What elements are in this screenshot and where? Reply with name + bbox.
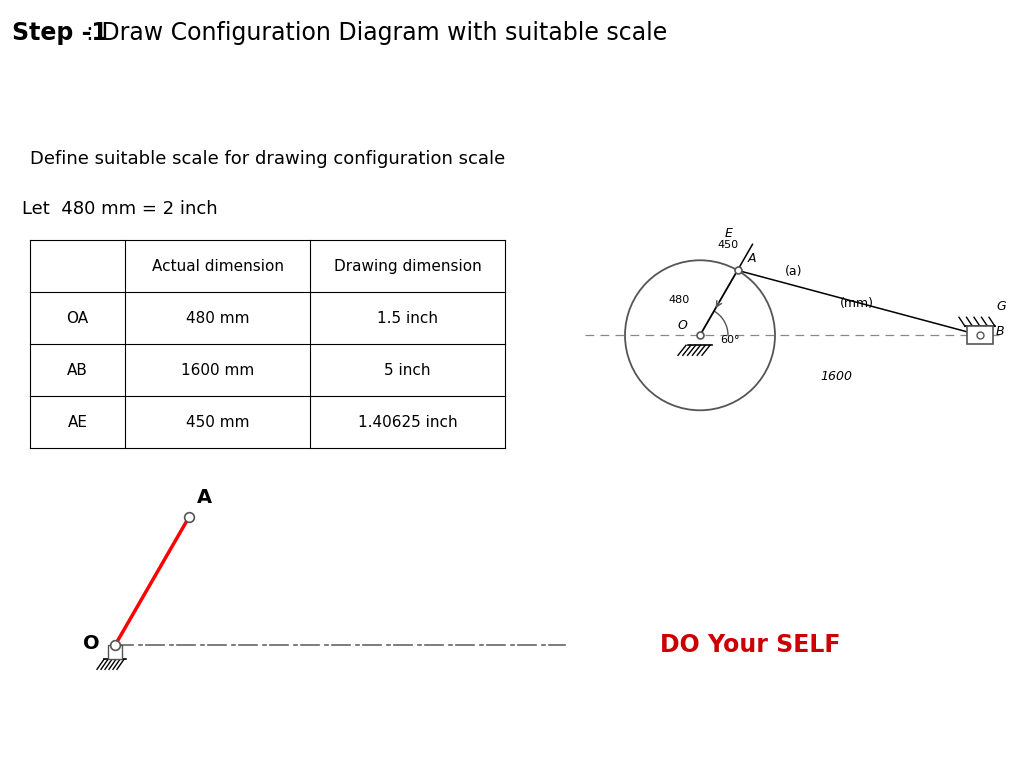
- Text: Define suitable scale for drawing configuration scale: Define suitable scale for drawing config…: [30, 151, 505, 168]
- Text: Drawing dimension: Drawing dimension: [334, 259, 481, 273]
- Text: 450 mm: 450 mm: [185, 415, 249, 430]
- Text: A: A: [197, 488, 212, 507]
- Text: : Draw Configuration Diagram with suitable scale: : Draw Configuration Diagram with suitab…: [86, 21, 668, 45]
- Text: O: O: [83, 634, 99, 653]
- Text: Actual dimension: Actual dimension: [152, 259, 284, 273]
- Text: Step -1: Step -1: [12, 21, 109, 45]
- Text: DO Your SELF: DO Your SELF: [660, 634, 841, 657]
- Text: B: B: [996, 325, 1005, 338]
- Text: 1600: 1600: [820, 370, 852, 383]
- Text: 1600 mm: 1600 mm: [181, 362, 254, 378]
- Text: G: G: [996, 300, 1006, 313]
- Text: O: O: [678, 319, 688, 333]
- Text: 480: 480: [668, 295, 689, 305]
- Bar: [967, 326, 993, 344]
- Text: OA: OA: [67, 311, 88, 326]
- Text: (mm): (mm): [840, 297, 874, 310]
- Bar: [108, 645, 122, 659]
- Text: 480 mm: 480 mm: [185, 311, 249, 326]
- Text: Let  480 mm = 2 inch: Let 480 mm = 2 inch: [22, 200, 218, 218]
- Text: AE: AE: [68, 415, 87, 430]
- Text: 5 inch: 5 inch: [384, 362, 431, 378]
- Text: 60°: 60°: [720, 336, 739, 346]
- Text: E: E: [725, 227, 732, 240]
- Text: 1.40625 inch: 1.40625 inch: [357, 415, 458, 430]
- Text: AB: AB: [67, 362, 88, 378]
- Text: (a): (a): [785, 265, 803, 278]
- Text: 1.5 inch: 1.5 inch: [377, 311, 438, 326]
- Text: 450: 450: [717, 240, 738, 250]
- Text: A: A: [748, 253, 756, 265]
